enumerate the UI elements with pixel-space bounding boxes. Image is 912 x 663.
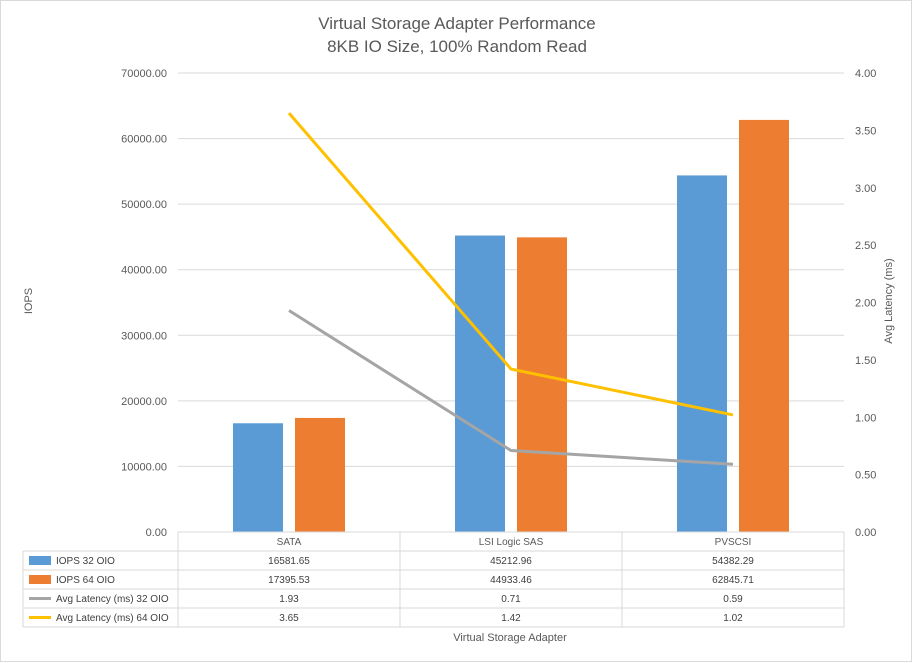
legend-swatch	[29, 575, 51, 584]
legend-label: IOPS 64 OIO	[56, 575, 115, 586]
data-table: SATA LSI Logic SAS PVSCSI IOPS 32 OIO 16581.…	[22, 531, 845, 628]
legend-label: Avg Latency (ms) 64 OIO	[56, 613, 169, 624]
data-label: 3.65	[279, 613, 299, 624]
y-tick-label: 70000.00	[121, 68, 167, 80]
y-tick-label: 60000.00	[121, 134, 167, 146]
y2-axis-title: Avg Latency (ms)	[883, 258, 895, 343]
y-tick-label: 20000.00	[121, 396, 167, 408]
y2-tick-label: 1.50	[855, 355, 876, 367]
data-label: 54382.29	[712, 556, 754, 567]
gridlines	[178, 72, 844, 467]
data-label: 44933.46	[490, 575, 532, 586]
y2-tick-label: 2.00	[855, 298, 876, 310]
chart-subtitle: 8KB IO Size, 100% Random Read	[327, 37, 587, 56]
bar	[517, 237, 567, 533]
chart-title: Virtual Storage Adapter Performance	[318, 14, 596, 33]
bar	[295, 417, 345, 532]
category-label: LSI Logic SAS	[479, 537, 544, 548]
legend-swatch	[29, 556, 51, 565]
bar	[233, 423, 283, 532]
data-label: 17395.53	[268, 575, 310, 586]
data-label: 16581.65	[268, 556, 310, 567]
y2-tick-label: 3.50	[855, 125, 876, 137]
y-axis-left: 0.00 10000.00 20000.00 30000.00 40000.00 5000…	[121, 68, 167, 539]
bar	[455, 235, 505, 532]
y-tick-label: 10000.00	[121, 461, 167, 473]
data-label: 0.71	[501, 594, 521, 605]
y-tick-label: 40000.00	[121, 265, 167, 277]
y2-tick-label: 3.00	[855, 183, 876, 195]
x-axis-title: Virtual Storage Adapter	[453, 632, 567, 644]
legend-label: Avg Latency (ms) 32 OIO	[56, 594, 169, 605]
data-label: 1.42	[501, 613, 521, 624]
y2-tick-label: 0.50	[855, 470, 876, 482]
y-tick-label: 30000.00	[121, 330, 167, 342]
y-tick-label: 50000.00	[121, 199, 167, 211]
category-label: PVSCSI	[715, 537, 752, 548]
bar	[677, 175, 727, 532]
data-label: 1.02	[723, 613, 743, 624]
y2-tick-label: 4.00	[855, 68, 876, 80]
bar	[739, 119, 789, 532]
y2-tick-label: 1.00	[855, 412, 876, 424]
series-line	[288, 309, 734, 466]
latency-lines	[287, 112, 734, 466]
legend-label: IOPS 32 OIO	[56, 556, 115, 567]
y-axis-title: IOPS	[23, 288, 35, 314]
data-label: 0.59	[723, 594, 743, 605]
y2-tick-label: 0.00	[855, 527, 876, 539]
data-label: 62845.71	[712, 575, 754, 586]
y2-tick-label: 2.50	[855, 240, 876, 252]
series-line	[287, 112, 734, 417]
bars	[233, 119, 789, 533]
category-label: SATA	[277, 537, 302, 548]
y-tick-label: 0.00	[146, 527, 167, 539]
data-label: 45212.96	[490, 556, 532, 567]
y-axis-right: 0.00 0.50 1.00 1.50 2.00 2.50 3.00 3.50 4.00	[855, 68, 876, 539]
data-label: 1.93	[279, 594, 299, 605]
